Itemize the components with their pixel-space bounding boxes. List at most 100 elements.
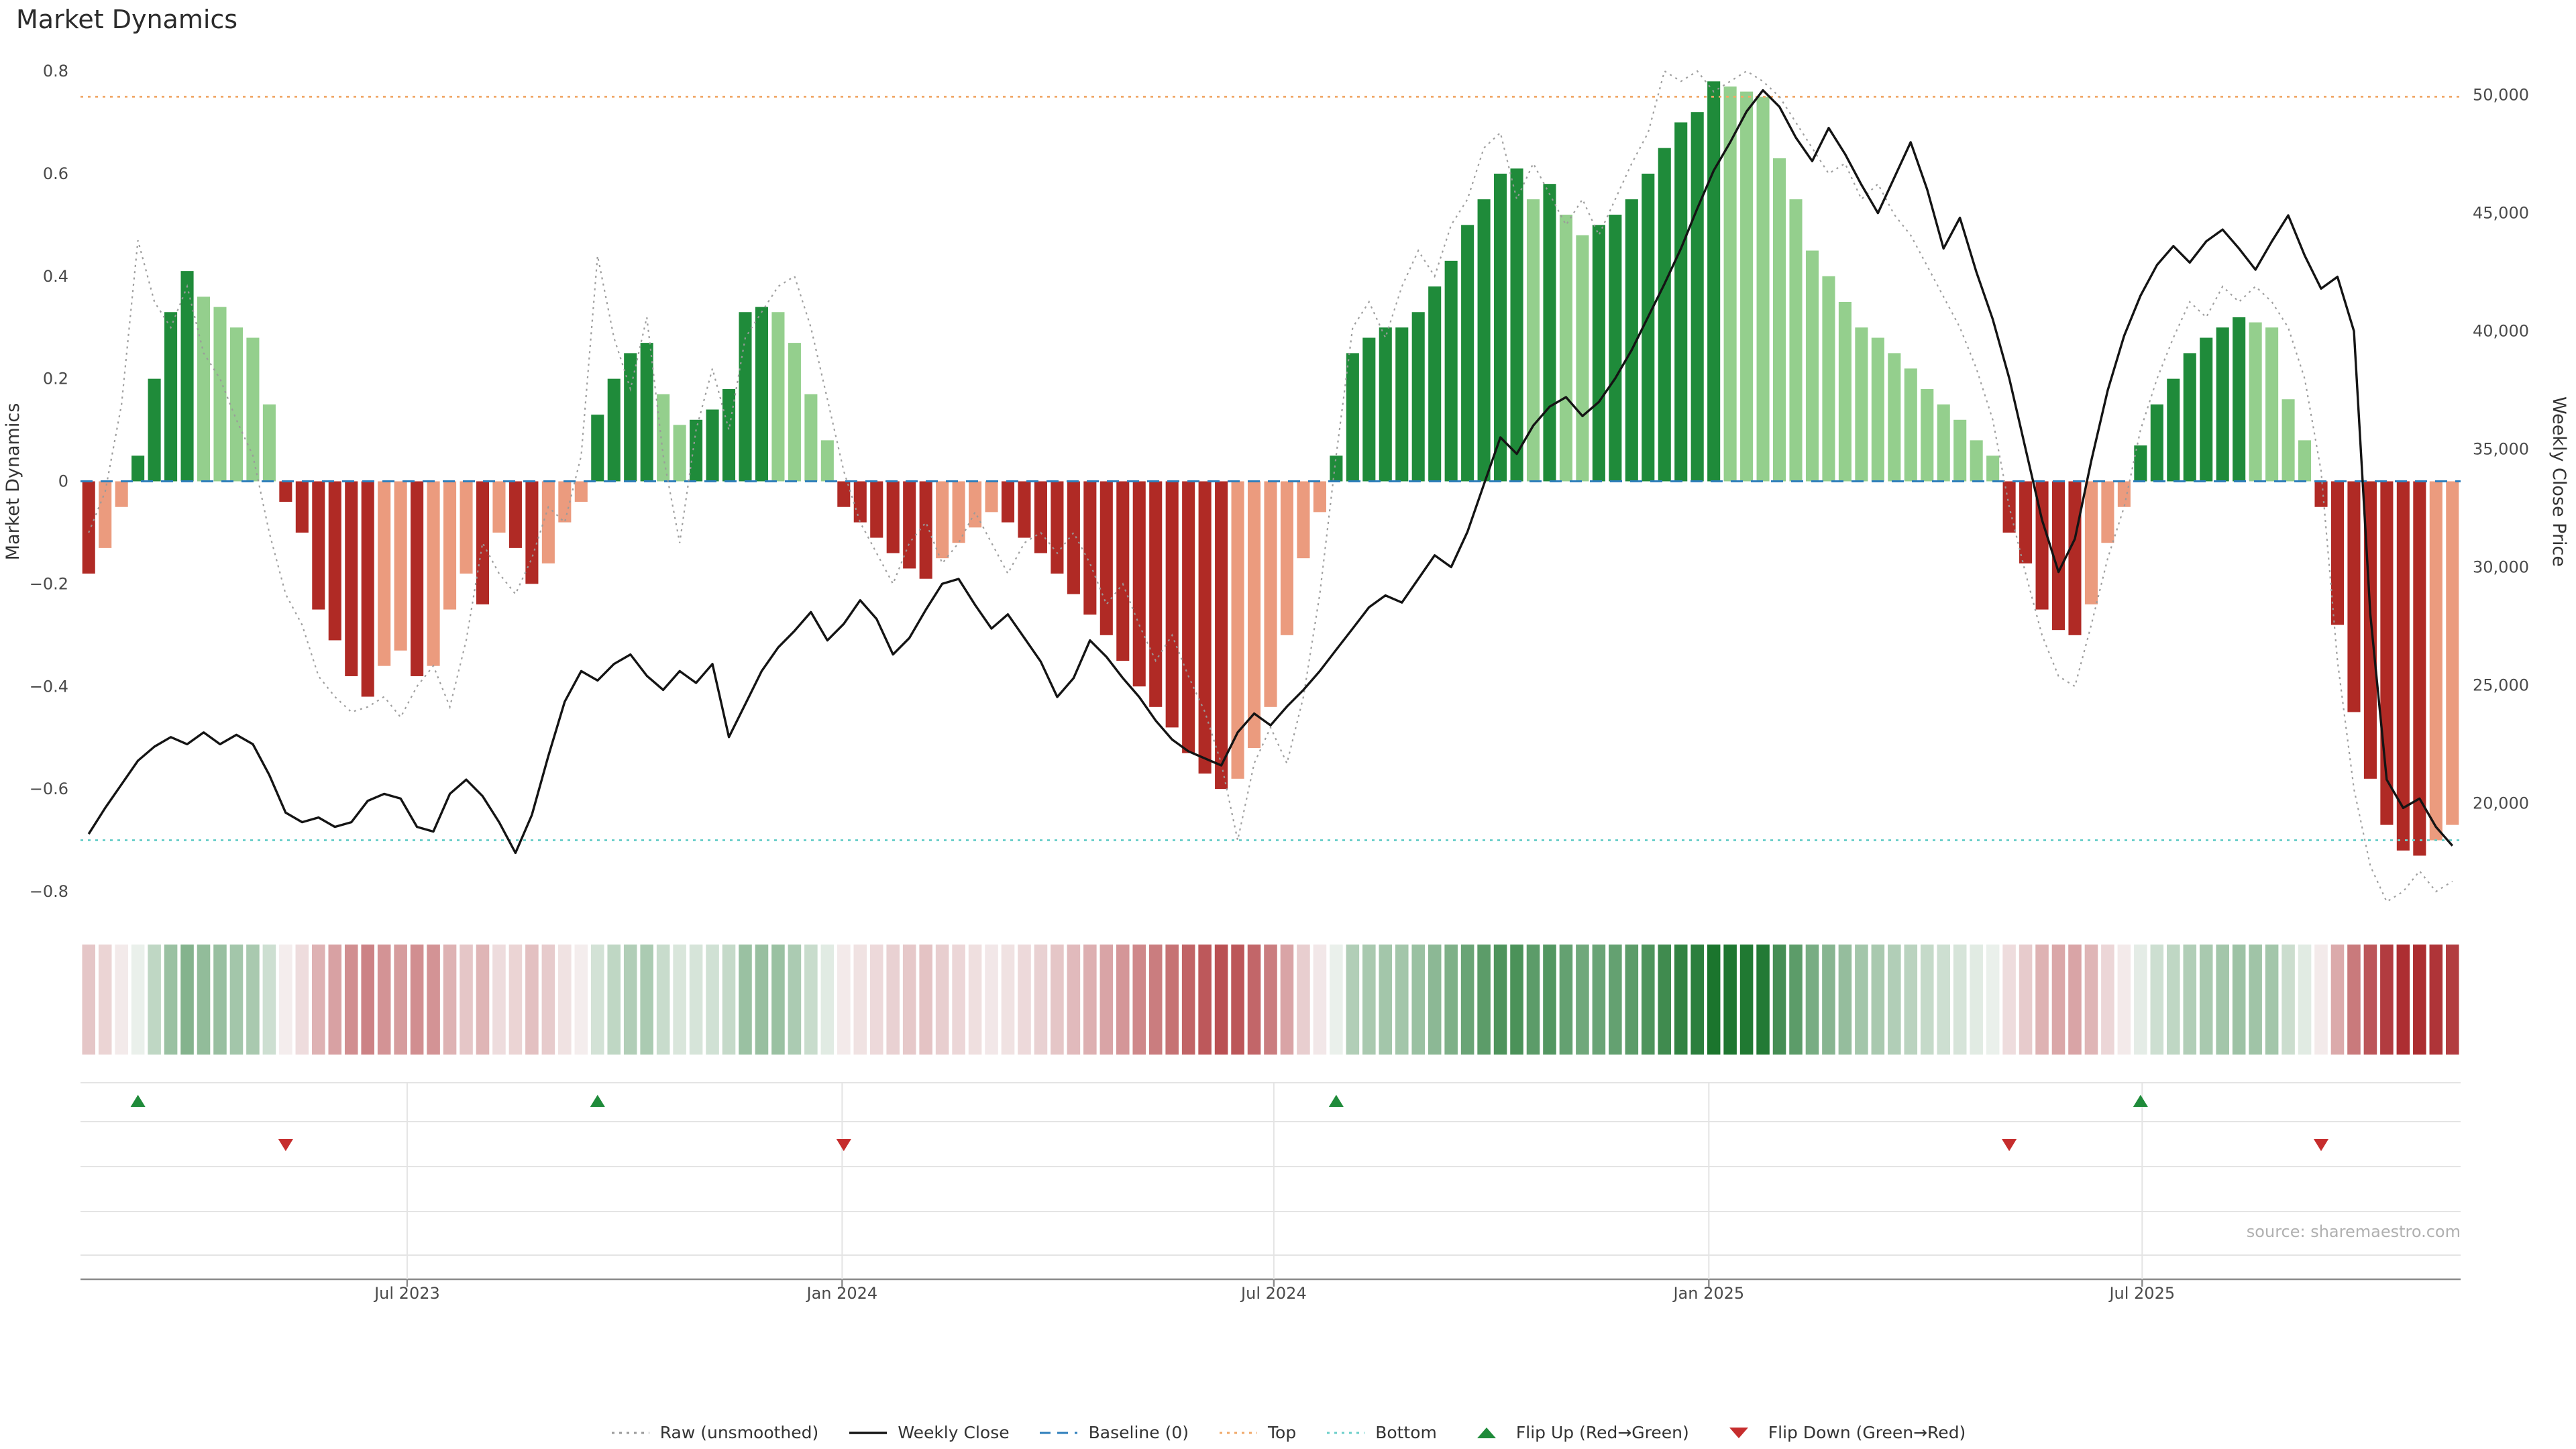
dynamics-bar — [2051, 481, 2065, 631]
dynamics-bar — [788, 343, 801, 482]
heatmap-cell — [2413, 945, 2426, 1055]
dynamics-bar — [706, 409, 719, 482]
heatmap-cell — [2363, 945, 2377, 1055]
dynamics-bar — [2429, 481, 2443, 841]
reference-lines — [80, 95, 2461, 841]
heatmap-cell — [1937, 945, 1951, 1055]
dynamics-bar — [2330, 481, 2345, 625]
heatmap-cell — [2150, 945, 2164, 1055]
dynamics-bar — [771, 312, 785, 482]
dynamics-bar — [1526, 199, 1540, 482]
heatmap-cell — [1428, 945, 1442, 1055]
dynamics-bar — [2035, 481, 2049, 610]
raw-series — [88, 70, 2453, 903]
heatmap-cell — [1559, 945, 1573, 1055]
dynamics-bar — [804, 394, 818, 482]
dynamics-bar — [640, 343, 653, 482]
dynamics-bar — [1855, 327, 1868, 482]
heatmap-cell — [2380, 945, 2394, 1055]
dynamics-bar — [952, 481, 965, 543]
right-axis-tick-label: 40,000 — [2473, 322, 2529, 341]
heatmap-cell — [1822, 945, 1835, 1055]
heatmap-cell — [1658, 945, 1672, 1055]
raw-line — [88, 70, 2453, 903]
heatmap-cell — [590, 945, 604, 1055]
dynamics-bar — [1871, 337, 1884, 482]
dynamics-bar — [1510, 168, 1523, 482]
flip-down-marker — [836, 1139, 851, 1151]
legend-swatch-weekly-close — [849, 1431, 888, 1434]
dynamics-bar — [1756, 97, 1770, 482]
legend-swatch-top — [1220, 1431, 1257, 1434]
heatmap-cell — [1493, 945, 1507, 1055]
x-axis-tick-label: Jul 2025 — [2108, 1284, 2175, 1303]
flip-down-icon — [1729, 1427, 1748, 1438]
dynamics-bar — [2282, 399, 2295, 482]
flip-down-marker — [2002, 1139, 2017, 1151]
heatmap-cell — [2314, 945, 2328, 1055]
heatmap-cell — [1805, 945, 1819, 1055]
dynamics-bar — [1625, 199, 1638, 482]
dynamics-bar — [1182, 481, 1195, 753]
heatmap-cell — [2101, 945, 2114, 1055]
chart-legend: Raw (unsmoothed) Weekly Close Baseline (0)… — [0, 1422, 2576, 1442]
left-axis-tick-label: 0.8 — [43, 62, 68, 80]
left-axis-tick-label: −0.2 — [30, 574, 68, 593]
dynamics-bar — [131, 455, 145, 482]
heatmap-cell — [361, 945, 374, 1055]
dynamics-bar — [411, 481, 424, 676]
heatmap-cell — [1247, 945, 1261, 1055]
heatmap-cell — [853, 945, 867, 1055]
legend-item-bottom: Bottom — [1326, 1422, 1437, 1442]
dynamics-bar — [2084, 481, 2098, 604]
heatmap-cell — [131, 945, 145, 1055]
heatmap-cell — [2445, 945, 2459, 1055]
heatmap-cell — [460, 945, 473, 1055]
heatmap-cell — [2183, 945, 2197, 1055]
dynamics-bar — [2101, 481, 2114, 543]
dynamics-bar — [1970, 440, 1983, 482]
dynamics-bar — [690, 419, 703, 482]
dynamics-bar — [820, 440, 834, 482]
heatmap-cell — [1181, 945, 1195, 1055]
right-axis-label: Weekly Close Price — [2548, 396, 2569, 567]
heatmap-cell — [1871, 945, 1885, 1055]
heatmap-cell — [1330, 945, 1343, 1055]
dynamics-bar — [1576, 235, 1589, 482]
x-axis-tick-label: Jan 2025 — [1672, 1284, 1744, 1303]
dynamics-bar — [624, 353, 637, 482]
dynamics-bar — [1034, 481, 1047, 553]
heatmap-cell — [98, 945, 112, 1055]
dynamics-bar — [2396, 481, 2410, 851]
legend-swatch-baseline — [1040, 1431, 1078, 1434]
dynamics-bar — [2183, 353, 2196, 482]
heatmap-cell — [541, 945, 555, 1055]
dynamics-bar — [1461, 225, 1474, 482]
dynamics-bar — [1083, 481, 1097, 615]
legend-label: Bottom — [1375, 1422, 1437, 1442]
dynamics-bar — [115, 481, 128, 507]
heatmap-cell — [1510, 945, 1523, 1055]
dynamics-bar — [1051, 481, 1064, 574]
dynamics-bar — [591, 415, 604, 482]
dynamics-bar — [1280, 481, 1294, 635]
heatmap-cell — [1739, 945, 1754, 1055]
heatmap-cell — [771, 945, 785, 1055]
dynamics-bar — [1838, 301, 1851, 482]
dynamics-bars — [82, 81, 2459, 856]
right-axis-tick-label: 20,000 — [2473, 794, 2529, 812]
dynamics-bar — [2200, 337, 2213, 482]
x-axis-tick-label: Jul 2023 — [373, 1284, 440, 1303]
dynamics-bar — [1559, 215, 1572, 482]
dynamics-bar — [1543, 184, 1556, 482]
dynamics-bar — [361, 481, 374, 697]
dynamics-bar — [295, 481, 309, 533]
dynamics-bar — [657, 394, 670, 482]
x-axis-tick-label: Jul 2024 — [1240, 1284, 1307, 1303]
legend-label: Raw (unsmoothed) — [659, 1422, 819, 1442]
heatmap-cell — [985, 945, 998, 1055]
axis-tick-labels: 0.8 0.6 0.4 0.2 0 −0.2 −0.4 −0.6 −0.8 50,000 45,00… — [30, 62, 2529, 1303]
heatmap-cell — [2396, 945, 2410, 1055]
dynamics-bar — [1297, 481, 1310, 559]
